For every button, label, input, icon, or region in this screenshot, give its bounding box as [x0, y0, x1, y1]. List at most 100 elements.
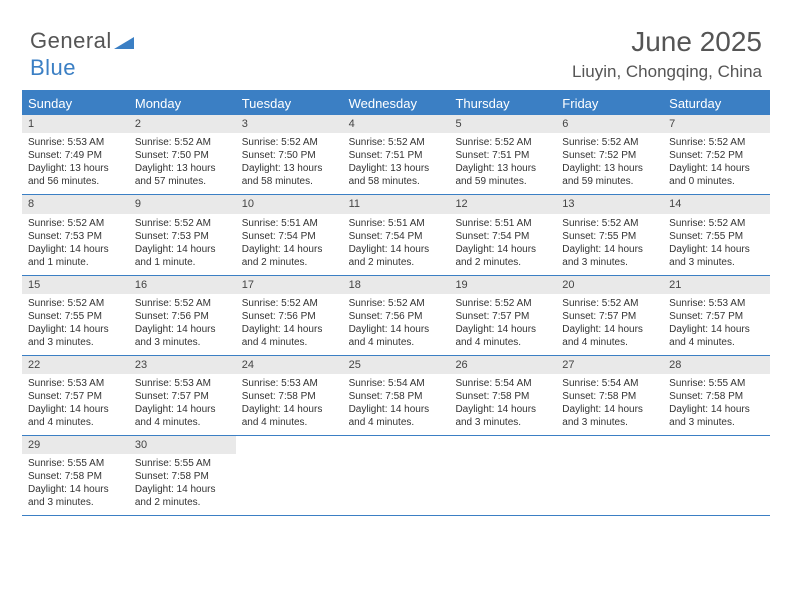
day-body: Sunrise: 5:52 AMSunset: 7:51 PMDaylight:…	[343, 133, 450, 194]
sunrise-text: Sunrise: 5:53 AM	[135, 377, 230, 390]
sunset-text: Sunset: 7:55 PM	[669, 230, 764, 243]
day-number: 22	[22, 356, 129, 374]
day-number: 10	[236, 195, 343, 213]
day-number: 24	[236, 356, 343, 374]
daylight-text: Daylight: 14 hours and 4 minutes.	[669, 323, 764, 349]
daylight-text: Daylight: 14 hours and 1 minute.	[28, 243, 123, 269]
sunrise-text: Sunrise: 5:52 AM	[562, 297, 657, 310]
day-body: Sunrise: 5:52 AMSunset: 7:56 PMDaylight:…	[236, 294, 343, 355]
day-number: 4	[343, 115, 450, 133]
calendar-cell: 23Sunrise: 5:53 AMSunset: 7:57 PMDayligh…	[129, 356, 236, 435]
sunset-text: Sunset: 7:54 PM	[455, 230, 550, 243]
sunset-text: Sunset: 7:54 PM	[242, 230, 337, 243]
sunset-text: Sunset: 7:55 PM	[28, 310, 123, 323]
daylight-text: Daylight: 14 hours and 3 minutes.	[135, 323, 230, 349]
day-body: Sunrise: 5:52 AMSunset: 7:53 PMDaylight:…	[129, 214, 236, 275]
calendar-cell: 29Sunrise: 5:55 AMSunset: 7:58 PMDayligh…	[22, 436, 129, 515]
calendar-cell: 20Sunrise: 5:52 AMSunset: 7:57 PMDayligh…	[556, 276, 663, 355]
calendar-cell: 7Sunrise: 5:52 AMSunset: 7:52 PMDaylight…	[663, 115, 770, 194]
daylight-text: Daylight: 14 hours and 4 minutes.	[28, 403, 123, 429]
day-number: 1	[22, 115, 129, 133]
calendar-cell: 28Sunrise: 5:55 AMSunset: 7:58 PMDayligh…	[663, 356, 770, 435]
day-body: Sunrise: 5:51 AMSunset: 7:54 PMDaylight:…	[449, 214, 556, 275]
daylight-text: Daylight: 14 hours and 2 minutes.	[242, 243, 337, 269]
calendar-week: 22Sunrise: 5:53 AMSunset: 7:57 PMDayligh…	[22, 356, 770, 436]
day-body: Sunrise: 5:55 AMSunset: 7:58 PMDaylight:…	[129, 454, 236, 515]
day-body: Sunrise: 5:53 AMSunset: 7:57 PMDaylight:…	[129, 374, 236, 435]
calendar-cell: 24Sunrise: 5:53 AMSunset: 7:58 PMDayligh…	[236, 356, 343, 435]
sunrise-text: Sunrise: 5:52 AM	[669, 217, 764, 230]
sunrise-text: Sunrise: 5:53 AM	[669, 297, 764, 310]
sunrise-text: Sunrise: 5:55 AM	[135, 457, 230, 470]
day-body: Sunrise: 5:52 AMSunset: 7:53 PMDaylight:…	[22, 214, 129, 275]
calendar-week: 1Sunrise: 5:53 AMSunset: 7:49 PMDaylight…	[22, 115, 770, 195]
daylight-text: Daylight: 14 hours and 1 minute.	[135, 243, 230, 269]
daylight-text: Daylight: 13 hours and 58 minutes.	[349, 162, 444, 188]
calendar-cell	[663, 436, 770, 515]
sunset-text: Sunset: 7:56 PM	[349, 310, 444, 323]
sunrise-text: Sunrise: 5:52 AM	[28, 217, 123, 230]
day-body: Sunrise: 5:53 AMSunset: 7:58 PMDaylight:…	[236, 374, 343, 435]
sunrise-text: Sunrise: 5:51 AM	[455, 217, 550, 230]
calendar-cell: 2Sunrise: 5:52 AMSunset: 7:50 PMDaylight…	[129, 115, 236, 194]
day-body: Sunrise: 5:52 AMSunset: 7:51 PMDaylight:…	[449, 133, 556, 194]
sunset-text: Sunset: 7:56 PM	[135, 310, 230, 323]
day-header: Saturday	[663, 92, 770, 115]
logo-triangle-icon	[114, 29, 134, 55]
sunset-text: Sunset: 7:57 PM	[455, 310, 550, 323]
daylight-text: Daylight: 14 hours and 4 minutes.	[562, 323, 657, 349]
brand-part1: General	[30, 28, 112, 53]
day-body: Sunrise: 5:52 AMSunset: 7:55 PMDaylight:…	[556, 214, 663, 275]
day-header: Sunday	[22, 92, 129, 115]
day-number: 13	[556, 195, 663, 213]
calendar-cell: 16Sunrise: 5:52 AMSunset: 7:56 PMDayligh…	[129, 276, 236, 355]
calendar-cell: 12Sunrise: 5:51 AMSunset: 7:54 PMDayligh…	[449, 195, 556, 274]
calendar-cell: 25Sunrise: 5:54 AMSunset: 7:58 PMDayligh…	[343, 356, 450, 435]
calendar-cell: 19Sunrise: 5:52 AMSunset: 7:57 PMDayligh…	[449, 276, 556, 355]
calendar-cell	[556, 436, 663, 515]
daylight-text: Daylight: 14 hours and 3 minutes.	[28, 323, 123, 349]
daylight-text: Daylight: 14 hours and 4 minutes.	[349, 323, 444, 349]
daylight-text: Daylight: 14 hours and 4 minutes.	[242, 323, 337, 349]
calendar-cell: 18Sunrise: 5:52 AMSunset: 7:56 PMDayligh…	[343, 276, 450, 355]
sunset-text: Sunset: 7:52 PM	[562, 149, 657, 162]
day-body: Sunrise: 5:52 AMSunset: 7:55 PMDaylight:…	[663, 214, 770, 275]
daylight-text: Daylight: 14 hours and 3 minutes.	[455, 403, 550, 429]
sunset-text: Sunset: 7:57 PM	[28, 390, 123, 403]
day-body: Sunrise: 5:52 AMSunset: 7:50 PMDaylight:…	[236, 133, 343, 194]
calendar-cell: 11Sunrise: 5:51 AMSunset: 7:54 PMDayligh…	[343, 195, 450, 274]
day-body: Sunrise: 5:51 AMSunset: 7:54 PMDaylight:…	[236, 214, 343, 275]
calendar-cell: 26Sunrise: 5:54 AMSunset: 7:58 PMDayligh…	[449, 356, 556, 435]
day-body: Sunrise: 5:54 AMSunset: 7:58 PMDaylight:…	[449, 374, 556, 435]
day-header: Thursday	[449, 92, 556, 115]
day-body: Sunrise: 5:52 AMSunset: 7:57 PMDaylight:…	[449, 294, 556, 355]
sunset-text: Sunset: 7:57 PM	[135, 390, 230, 403]
day-number: 26	[449, 356, 556, 374]
calendar-cell: 27Sunrise: 5:54 AMSunset: 7:58 PMDayligh…	[556, 356, 663, 435]
day-body: Sunrise: 5:54 AMSunset: 7:58 PMDaylight:…	[343, 374, 450, 435]
calendar-cell: 10Sunrise: 5:51 AMSunset: 7:54 PMDayligh…	[236, 195, 343, 274]
day-number: 16	[129, 276, 236, 294]
day-number: 21	[663, 276, 770, 294]
day-number: 6	[556, 115, 663, 133]
sunrise-text: Sunrise: 5:53 AM	[242, 377, 337, 390]
sunset-text: Sunset: 7:55 PM	[562, 230, 657, 243]
daylight-text: Daylight: 14 hours and 4 minutes.	[135, 403, 230, 429]
daylight-text: Daylight: 14 hours and 4 minutes.	[349, 403, 444, 429]
day-number: 12	[449, 195, 556, 213]
day-body: Sunrise: 5:52 AMSunset: 7:52 PMDaylight:…	[663, 133, 770, 194]
daylight-text: Daylight: 13 hours and 58 minutes.	[242, 162, 337, 188]
sunset-text: Sunset: 7:53 PM	[28, 230, 123, 243]
calendar-cell: 4Sunrise: 5:52 AMSunset: 7:51 PMDaylight…	[343, 115, 450, 194]
sunset-text: Sunset: 7:58 PM	[28, 470, 123, 483]
calendar-cell: 8Sunrise: 5:52 AMSunset: 7:53 PMDaylight…	[22, 195, 129, 274]
sunrise-text: Sunrise: 5:54 AM	[562, 377, 657, 390]
day-number: 23	[129, 356, 236, 374]
day-body: Sunrise: 5:55 AMSunset: 7:58 PMDaylight:…	[663, 374, 770, 435]
sunrise-text: Sunrise: 5:52 AM	[455, 297, 550, 310]
sunset-text: Sunset: 7:57 PM	[669, 310, 764, 323]
daylight-text: Daylight: 13 hours and 57 minutes.	[135, 162, 230, 188]
sunrise-text: Sunrise: 5:52 AM	[242, 136, 337, 149]
day-number: 19	[449, 276, 556, 294]
sunrise-text: Sunrise: 5:54 AM	[455, 377, 550, 390]
